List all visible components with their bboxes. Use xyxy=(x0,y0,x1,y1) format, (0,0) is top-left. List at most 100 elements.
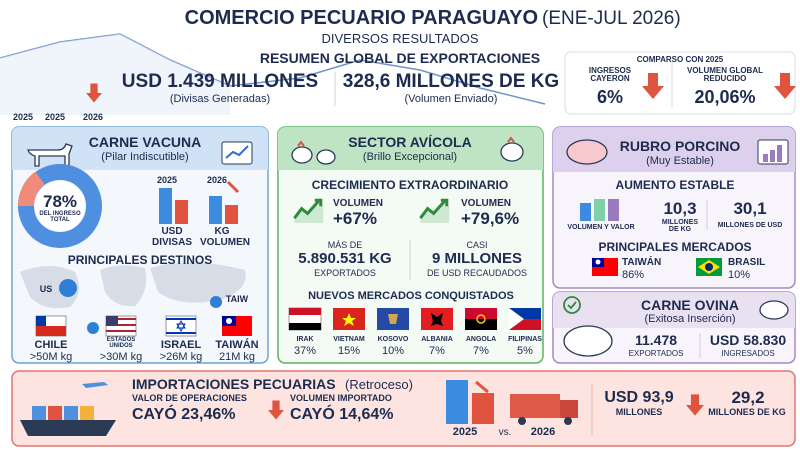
kpi-value: 328,6 MILLONES DE KG xyxy=(342,71,560,92)
stat-unit: MILLONES DE KG xyxy=(661,219,699,234)
growth-value: +79,6% xyxy=(461,209,520,228)
drop-value: CAYÓ 14,64% xyxy=(290,406,394,423)
flags xyxy=(35,315,252,337)
vs-label: vs. xyxy=(498,427,512,438)
market-value: 15% xyxy=(337,345,361,357)
compare-year: 2026 xyxy=(206,175,228,185)
trend-year: 2025 xyxy=(44,112,66,122)
period: (ENE-JUL 2026) xyxy=(542,8,681,29)
destination-name: ESTADOS UNIDOS xyxy=(106,337,136,350)
panel-title: RUBRO PORCINO xyxy=(619,138,741,154)
stat-unit: MILLONES DE USD xyxy=(717,222,783,229)
stat-unit: INGRESADOS xyxy=(721,349,775,358)
share-label: DEL INGRESO TOTAL xyxy=(39,211,81,224)
destination-value: 21M kg xyxy=(218,351,256,363)
drop-value: CAYÓ 23,46% xyxy=(132,406,236,423)
stat-suffix: EXPORTADOS xyxy=(314,268,376,278)
section-title: PRINCIPALES MERCADOS xyxy=(598,240,752,254)
title: COMERCIO PECUARIO PARAGUAYO xyxy=(184,7,538,29)
stat-value: USD 58.830 xyxy=(709,332,787,348)
stat-value: 9 MILLONES xyxy=(431,250,522,267)
growth-label: VOLUMEN xyxy=(333,198,383,209)
stat-suffix: DE USD RECAUDADOS xyxy=(426,268,527,278)
market-name: BRASIL xyxy=(728,257,766,268)
stat-prefix: MÁS DE xyxy=(327,240,363,250)
market-value: 37% xyxy=(293,345,317,357)
destination-name: CHILE xyxy=(34,339,68,351)
panel-title: IMPORTACIONES PECUARIAS xyxy=(132,376,336,392)
market-name: KOSOVO xyxy=(377,336,409,343)
market-name: ALBANIA xyxy=(421,336,453,343)
comparison-label: INGRESOS CAYERON xyxy=(588,66,632,84)
drop-label: VALOR DE OPERACIONES xyxy=(132,393,247,403)
stat-value: 10,3 xyxy=(663,199,697,218)
section-title: AUMENTO ESTABLE xyxy=(615,178,735,192)
comparison-value: 6% xyxy=(596,87,623,107)
market-value: 7% xyxy=(473,345,489,357)
world-map xyxy=(20,262,246,309)
flags xyxy=(592,258,722,276)
comparison-label: VOLUMEN GLOBAL REDUCIDO xyxy=(687,66,763,84)
destination-value: >50M kg xyxy=(29,351,73,363)
trend-year: 2026 xyxy=(82,112,104,122)
year-label: 2025 xyxy=(452,426,478,438)
stat-value: USD 93,9 xyxy=(604,389,674,406)
chart-label: VOLUMEN Y VALOR xyxy=(567,224,635,231)
section-title: CRECIMIENTO EXTRAORDINARIO xyxy=(311,178,509,192)
trend-year: 2025 xyxy=(12,112,34,122)
compare-year: 2025 xyxy=(156,175,178,185)
stat-value: 11.478 xyxy=(634,332,678,348)
market-value: 5% xyxy=(517,345,533,357)
kpi-note: (Volumen Enviado) xyxy=(404,93,498,105)
panel-subtitle: (Brillo Excepcional) xyxy=(362,151,458,163)
comparison-value: 20,06% xyxy=(694,87,756,107)
year-label: 2026 xyxy=(530,426,556,438)
market-name: FILIPINAS xyxy=(508,336,542,343)
compare-label: KG VOLUMEN xyxy=(200,226,250,248)
panel-subtitle: (Exitosa Inserción) xyxy=(644,313,736,325)
share-value: 78% xyxy=(42,192,78,211)
destination-value: >30M kg xyxy=(99,351,143,363)
stat-unit: EXPORTADOS xyxy=(628,349,684,358)
stat-value: 29,2 xyxy=(731,388,765,407)
stat-value: 5.890.531 KG xyxy=(298,250,392,267)
market-value: 10% xyxy=(381,345,405,357)
panel-title: SECTOR AVÍCOLA xyxy=(348,134,472,150)
compare-label: USD DIVISAS xyxy=(151,226,192,248)
panel-subtitle: (Retroceso) xyxy=(345,377,413,392)
market-value: 86% xyxy=(622,269,645,281)
market-value: 10% xyxy=(728,269,751,281)
destination-name: TAIWÁN xyxy=(215,339,259,351)
panel-subtitle: (Pilar Indiscutible) xyxy=(101,151,189,163)
stat-value: 30,1 xyxy=(733,199,767,218)
market-value: 7% xyxy=(429,345,445,357)
destination-value: >26M kg xyxy=(159,351,203,363)
panel-title: CARNE VACUNA xyxy=(88,134,202,150)
flags xyxy=(288,307,541,331)
map-label: US xyxy=(39,284,53,294)
stat-unit: MILLONES xyxy=(615,407,663,417)
imports-panel xyxy=(11,370,796,447)
market-name: ANGOLA xyxy=(465,336,497,343)
comparison-title: COMPARSO CON 2025 xyxy=(636,55,724,64)
market-name: IRAK xyxy=(296,336,314,343)
market-name: VIETNAM xyxy=(333,336,365,343)
kpi-value: USD 1.439 MILLONES xyxy=(121,71,319,92)
market-name: TAIWÁN xyxy=(622,257,662,268)
summary-title: RESUMEN GLOBAL DE EXPORTACIONES xyxy=(259,50,541,66)
subtitle: DIVERSOS RESULTADOS xyxy=(321,31,479,46)
section-title: NUEVOS MERCADOS CONQUISTADOS xyxy=(308,290,514,302)
drop-label: VOLUMEN IMPORTADO xyxy=(290,393,392,403)
kpi-note: (Divisas Generadas) xyxy=(169,93,271,105)
stat-unit: MILLONES DE KG xyxy=(708,407,786,417)
growth-label: VOLUMEN xyxy=(461,198,511,209)
panel-subtitle: (Muy Estable) xyxy=(646,155,714,167)
growth-value: +67% xyxy=(333,209,377,228)
stat-prefix: CASI xyxy=(466,240,488,250)
section-title: PRINCIPALES DESTINOS xyxy=(67,253,213,267)
map-label: TAIW xyxy=(225,294,249,304)
destination-name: ISRAEL xyxy=(160,339,202,351)
panel-title: CARNE OVINA xyxy=(640,297,739,313)
